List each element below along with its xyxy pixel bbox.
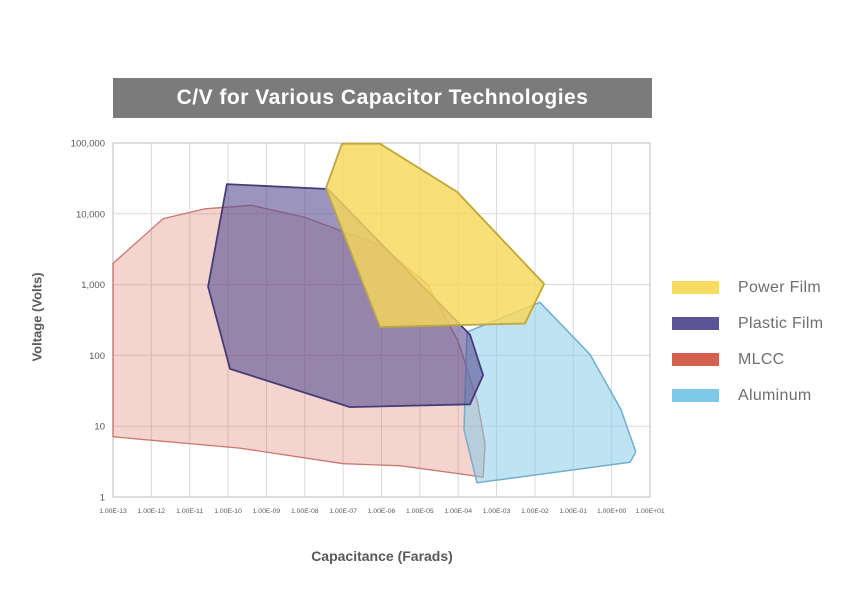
- y-tick-label: 10: [94, 422, 105, 433]
- legend-swatch: [672, 353, 719, 366]
- y-tick-label: 100: [89, 351, 105, 362]
- chart-title-banner: C/V for Various Capacitor Technologies: [113, 78, 652, 118]
- legend-item-aluminum: Aluminum: [672, 386, 823, 405]
- legend-item-plastic-film: Plastic Film: [672, 314, 823, 333]
- y-tick-label: 1,000: [81, 280, 105, 291]
- x-tick-label: 1.00E-01: [559, 508, 587, 515]
- y-tick-label: 10,000: [76, 209, 105, 220]
- legend-label: Plastic Film: [738, 314, 824, 332]
- x-tick-label: 1.00E-07: [329, 508, 357, 515]
- series-polygon-aluminum: [463, 301, 637, 484]
- y-tick-label: 100,000: [71, 139, 105, 150]
- x-tick-label: 1.00E+01: [635, 508, 665, 515]
- x-tick-label: 1.00E-10: [214, 508, 242, 515]
- legend-swatch: [672, 281, 719, 294]
- legend-item-power-film: Power Film: [672, 278, 823, 297]
- x-axis-title: Capacitance (Farads): [311, 548, 453, 564]
- x-tick-label: 1.00E-09: [253, 508, 281, 515]
- x-tick-label: 1.00E-08: [291, 508, 319, 515]
- x-tick-label: 1.00E-06: [368, 508, 396, 515]
- legend-label: Power Film: [738, 278, 822, 296]
- x-tick-label: 1.00E-11: [176, 508, 203, 515]
- legend: Power Film Plastic Film MLCC Aluminum: [672, 278, 823, 422]
- series-polygon-power-film: [324, 142, 545, 329]
- x-tick-label: 1.00E-12: [138, 508, 166, 515]
- chart-title: C/V for Various Capacitor Technologies: [176, 86, 589, 109]
- x-tick-label: 1.00E-02: [521, 508, 549, 515]
- x-tick-label: 1.00E-13: [99, 508, 127, 515]
- x-tick-label: 1.00E+00: [597, 508, 627, 515]
- legend-item-mlcc: MLCC: [672, 350, 823, 369]
- y-tick-label: 1: [100, 493, 105, 504]
- legend-swatch: [672, 389, 719, 402]
- legend-label: Aluminum: [738, 386, 812, 404]
- legend-label: MLCC: [738, 350, 785, 368]
- x-tick-label: 1.00E-03: [483, 508, 511, 515]
- x-tick-label: 1.00E-05: [406, 508, 434, 515]
- legend-swatch: [672, 317, 719, 330]
- x-tick-label: 1.00E-04: [444, 508, 472, 515]
